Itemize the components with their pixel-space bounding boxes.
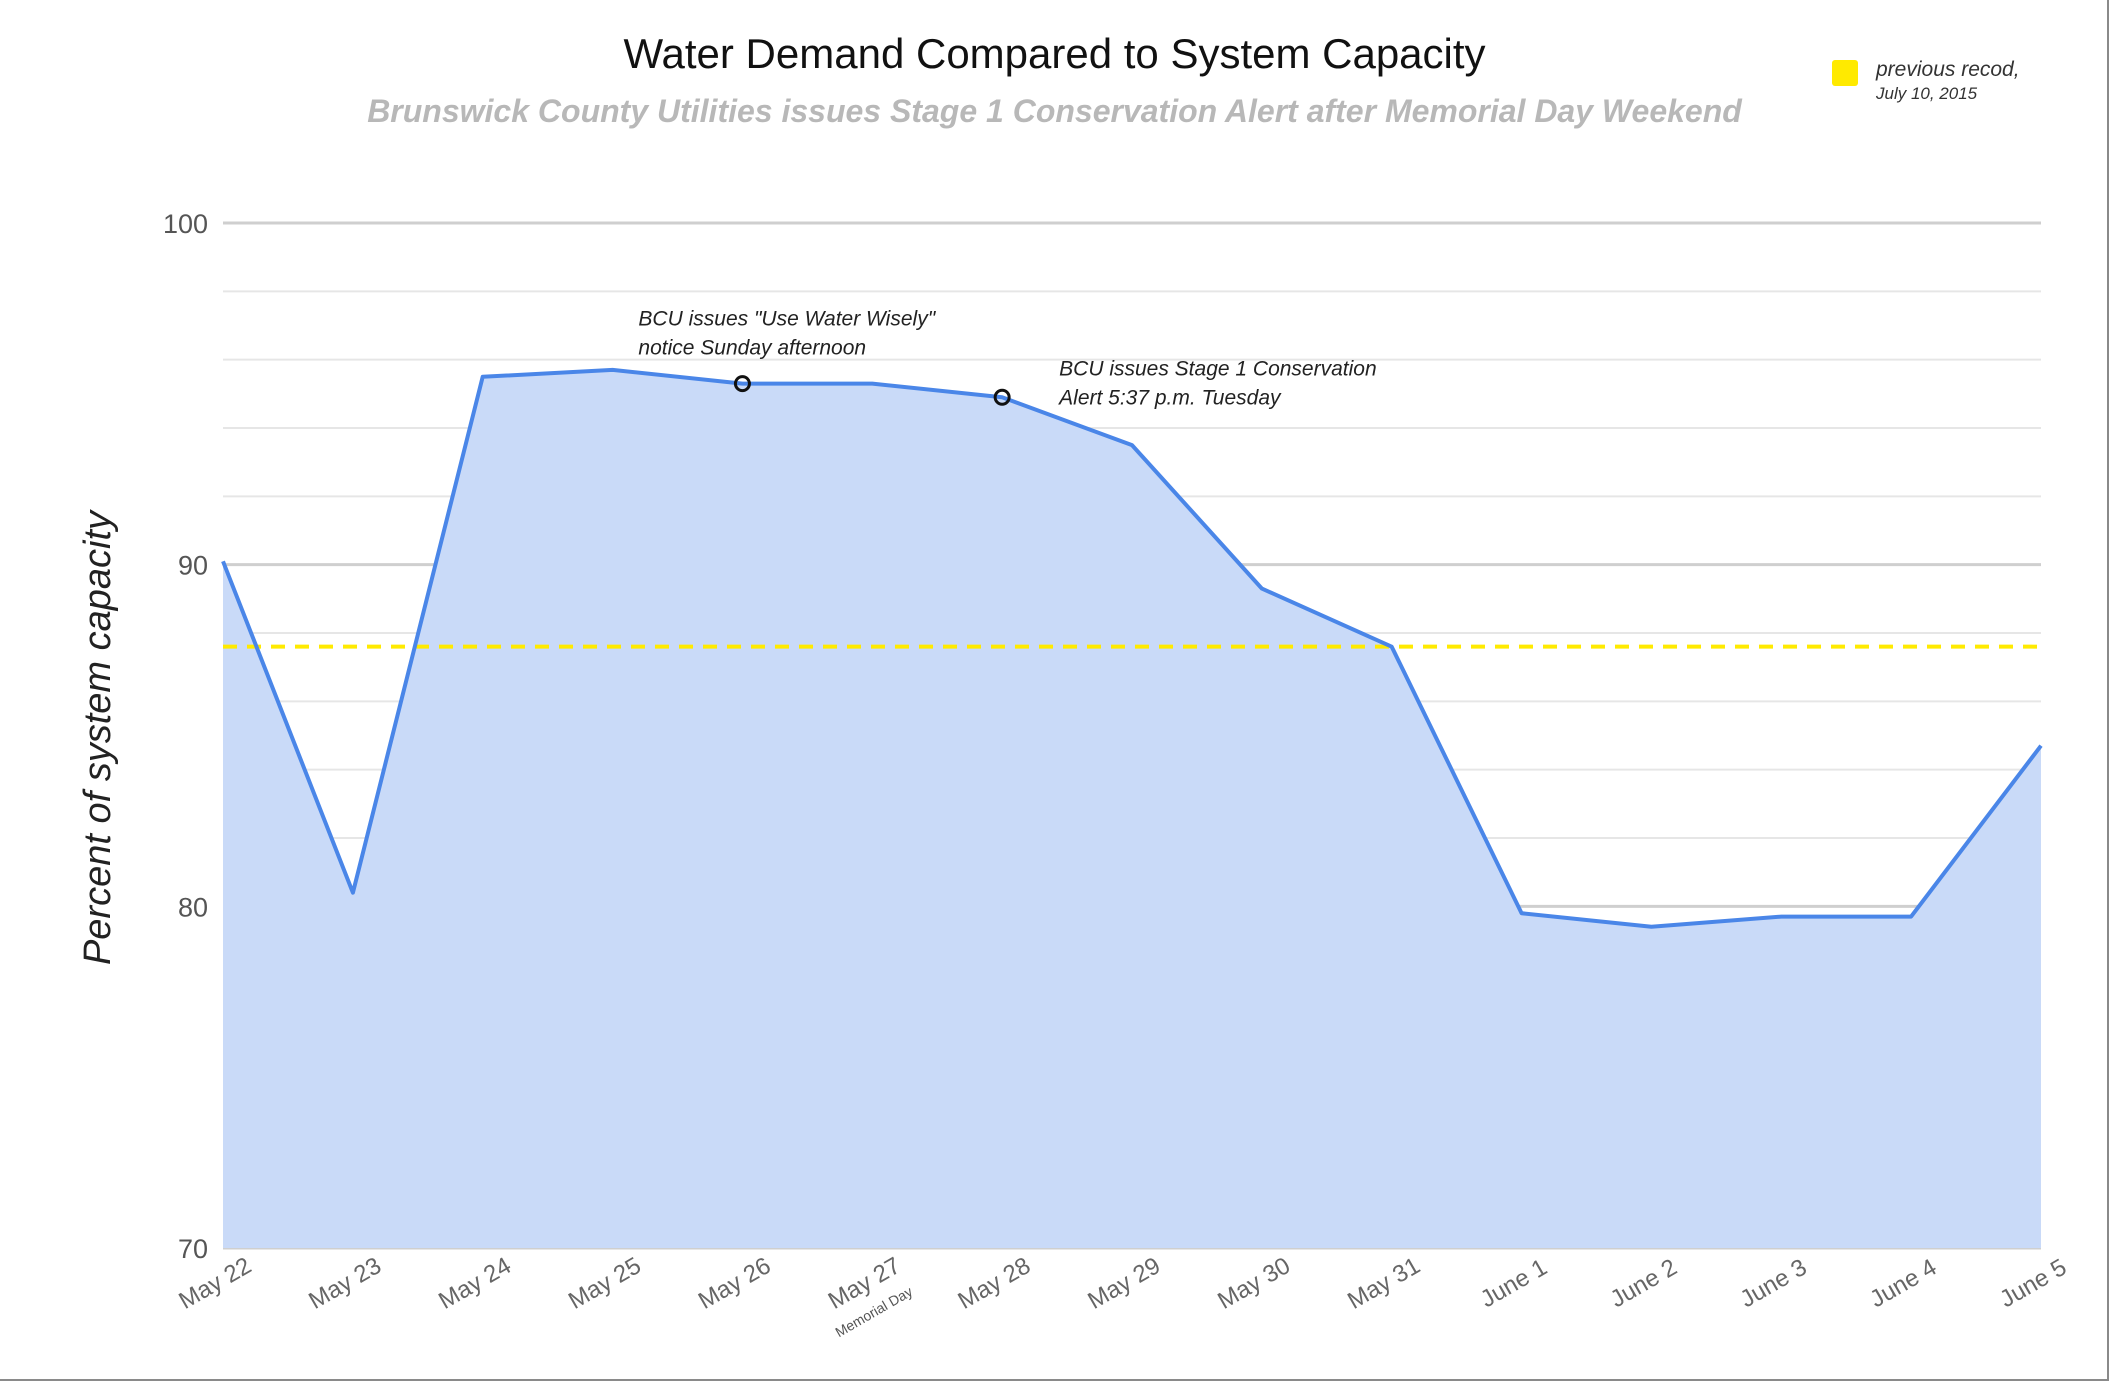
- x-tick-label: May 31: [1343, 1252, 1425, 1315]
- x-tick-label: June 5: [1995, 1254, 2071, 1313]
- y-tick-label: 90: [178, 551, 208, 581]
- chart-title: Water Demand Compared to System Capacity: [623, 30, 1486, 77]
- y-tick-label: 100: [163, 209, 208, 239]
- x-tick-label: June 3: [1736, 1254, 1812, 1313]
- annotation-marker: [733, 375, 751, 393]
- legend-swatch-previous-record: [1832, 60, 1858, 86]
- annotations: BCU issues "Use Water Wisely" notice Sund…: [638, 308, 1376, 410]
- x-tick-label: May 23: [304, 1252, 386, 1315]
- chart-subtitle: Brunswick County Utilities issues Stage …: [367, 93, 1742, 129]
- x-tick-label: June 1: [1476, 1254, 1552, 1313]
- legend-label: previous recod,: [1876, 58, 2020, 81]
- annotation-marker: [993, 388, 1011, 406]
- annotation-text: BCU issues "Use Water Wisely": [638, 308, 936, 331]
- x-tick-label: May 26: [694, 1252, 776, 1315]
- legend: previous recod, July 10, 2015: [1832, 58, 2082, 108]
- annotation-text: notice Sunday afternoon: [638, 337, 866, 360]
- annotation-text: BCU issues Stage 1 Conservation: [1059, 357, 1377, 380]
- series-line: [221, 367, 2043, 929]
- y-axis-ticks: 70 80 90 100: [163, 209, 208, 1264]
- x-tick-label: May 30: [1213, 1252, 1295, 1315]
- series-area: [223, 369, 2041, 1248]
- x-tick-label: June 4: [1865, 1254, 1941, 1313]
- x-tick-label: May 24: [434, 1252, 516, 1315]
- annotation-text: Alert 5:37 p.m. Tuesday: [1057, 386, 1282, 409]
- y-tick-label: 80: [178, 892, 208, 922]
- x-tick-label: May 29: [1083, 1252, 1165, 1315]
- legend-sublabel: July 10, 2015: [1876, 84, 1978, 103]
- y-tick-label: 70: [178, 1234, 208, 1264]
- x-tick-label: May 28: [954, 1252, 1036, 1315]
- x-tick-label: May 25: [564, 1252, 646, 1315]
- x-axis-ticks: May 22 May 23 May 24 May 25 May 26 May 27Memo…: [174, 1252, 2071, 1340]
- x-tick-label: June 2: [1606, 1254, 1682, 1313]
